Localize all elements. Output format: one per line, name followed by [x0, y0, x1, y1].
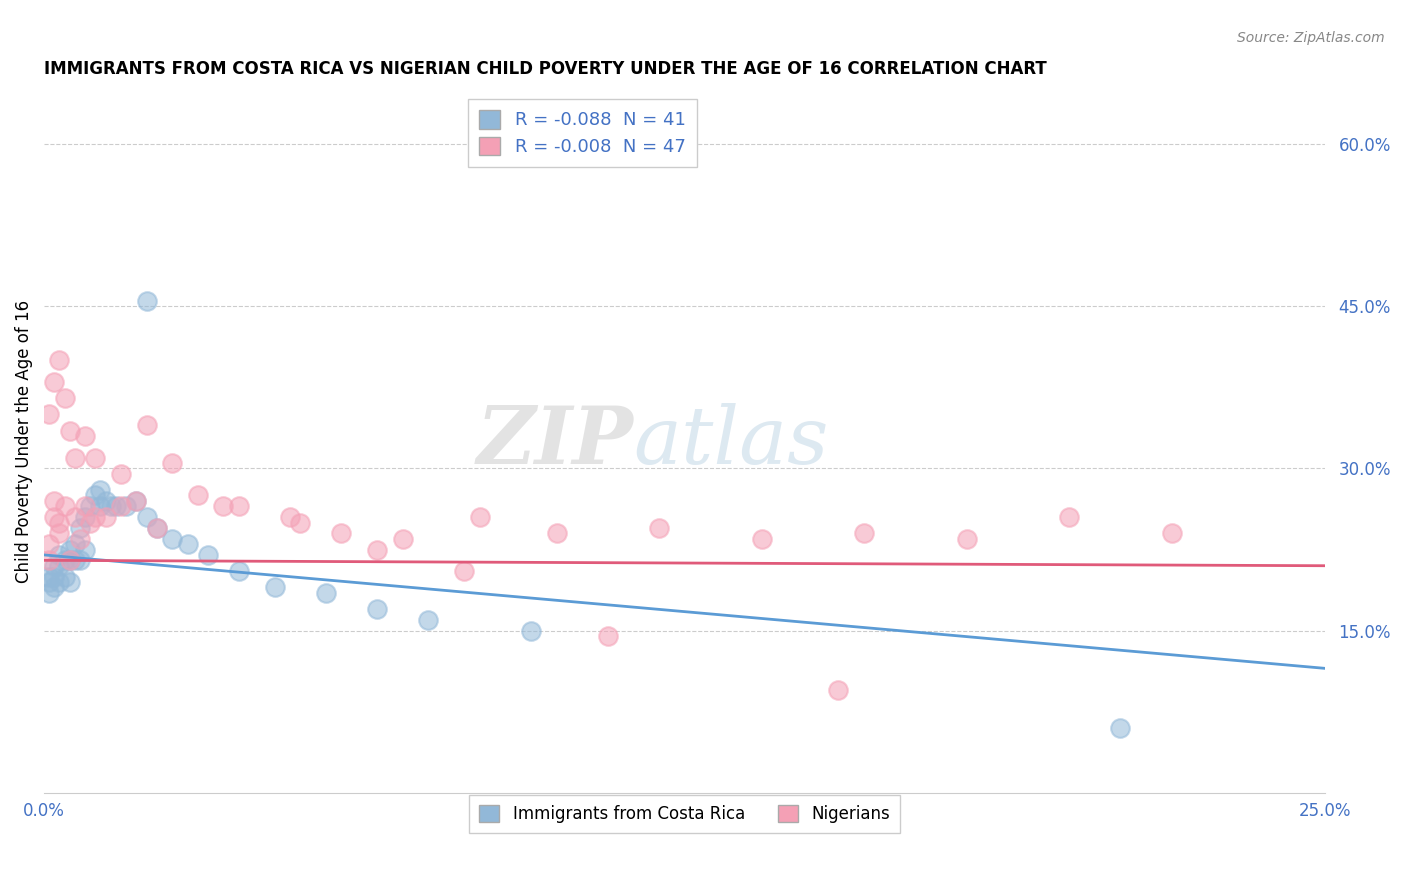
- Immigrants from Costa Rica: [197, 548, 219, 562]
- Immigrants from Costa Rica: [44, 558, 66, 573]
- Nigerians: [63, 450, 86, 465]
- Immigrants from Costa Rica: [59, 542, 82, 557]
- Immigrants from Costa Rica: [135, 293, 157, 308]
- Nigerians: [110, 500, 132, 514]
- Nigerians: [1160, 526, 1182, 541]
- Immigrants from Costa Rica: [59, 553, 82, 567]
- Immigrants from Costa Rica: [104, 500, 127, 514]
- Immigrants from Costa Rica: [69, 521, 91, 535]
- Immigrants from Costa Rica: [89, 500, 111, 514]
- Immigrants from Costa Rica: [63, 537, 86, 551]
- Nigerians: [63, 510, 86, 524]
- Nigerians: [48, 353, 70, 368]
- Nigerians: [392, 532, 415, 546]
- Immigrants from Costa Rica: [48, 574, 70, 589]
- Nigerians: [330, 526, 353, 541]
- Nigerians: [53, 391, 76, 405]
- Nigerians: [59, 553, 82, 567]
- Text: Source: ZipAtlas.com: Source: ZipAtlas.com: [1237, 31, 1385, 45]
- Nigerians: [366, 542, 388, 557]
- Immigrants from Costa Rica: [89, 483, 111, 497]
- Immigrants from Costa Rica: [75, 510, 97, 524]
- Immigrants from Costa Rica: [263, 580, 285, 594]
- Immigrants from Costa Rica: [520, 624, 543, 638]
- Immigrants from Costa Rica: [94, 494, 117, 508]
- Nigerians: [94, 510, 117, 524]
- Nigerians: [146, 521, 169, 535]
- Immigrants from Costa Rica: [59, 574, 82, 589]
- Nigerians: [1057, 510, 1080, 524]
- Nigerians: [453, 564, 475, 578]
- Immigrants from Costa Rica: [176, 537, 198, 551]
- Immigrants from Costa Rica: [44, 569, 66, 583]
- Immigrants from Costa Rica: [44, 580, 66, 594]
- Nigerians: [160, 456, 183, 470]
- Nigerians: [79, 516, 101, 530]
- Immigrants from Costa Rica: [79, 500, 101, 514]
- Nigerians: [44, 375, 66, 389]
- Immigrants from Costa Rica: [75, 542, 97, 557]
- Nigerians: [38, 553, 60, 567]
- Nigerians: [955, 532, 977, 546]
- Immigrants from Costa Rica: [366, 602, 388, 616]
- Nigerians: [228, 500, 250, 514]
- Immigrants from Costa Rica: [315, 586, 337, 600]
- Nigerians: [290, 516, 312, 530]
- Legend: Immigrants from Costa Rica, Nigerians: Immigrants from Costa Rica, Nigerians: [470, 796, 900, 833]
- Immigrants from Costa Rica: [38, 574, 60, 589]
- Text: ZIP: ZIP: [477, 402, 634, 480]
- Nigerians: [53, 500, 76, 514]
- Nigerians: [853, 526, 876, 541]
- Y-axis label: Child Poverty Under the Age of 16: Child Poverty Under the Age of 16: [15, 300, 32, 583]
- Nigerians: [44, 494, 66, 508]
- Nigerians: [38, 408, 60, 422]
- Nigerians: [468, 510, 491, 524]
- Nigerians: [596, 629, 619, 643]
- Nigerians: [44, 510, 66, 524]
- Nigerians: [110, 467, 132, 481]
- Immigrants from Costa Rica: [418, 613, 440, 627]
- Nigerians: [75, 429, 97, 443]
- Immigrants from Costa Rica: [84, 488, 107, 502]
- Nigerians: [546, 526, 568, 541]
- Nigerians: [187, 488, 209, 502]
- Nigerians: [38, 537, 60, 551]
- Immigrants from Costa Rica: [115, 500, 138, 514]
- Immigrants from Costa Rica: [69, 553, 91, 567]
- Immigrants from Costa Rica: [228, 564, 250, 578]
- Nigerians: [135, 418, 157, 433]
- Immigrants from Costa Rica: [53, 569, 76, 583]
- Immigrants from Costa Rica: [38, 586, 60, 600]
- Immigrants from Costa Rica: [100, 500, 122, 514]
- Immigrants from Costa Rica: [1109, 721, 1132, 735]
- Nigerians: [648, 521, 671, 535]
- Nigerians: [84, 450, 107, 465]
- Nigerians: [48, 516, 70, 530]
- Text: IMMIGRANTS FROM COSTA RICA VS NIGERIAN CHILD POVERTY UNDER THE AGE OF 16 CORRELA: IMMIGRANTS FROM COSTA RICA VS NIGERIAN C…: [44, 60, 1047, 78]
- Immigrants from Costa Rica: [125, 494, 148, 508]
- Immigrants from Costa Rica: [146, 521, 169, 535]
- Nigerians: [48, 526, 70, 541]
- Text: atlas: atlas: [634, 402, 828, 480]
- Nigerians: [84, 510, 107, 524]
- Nigerians: [278, 510, 301, 524]
- Nigerians: [75, 500, 97, 514]
- Immigrants from Costa Rica: [53, 553, 76, 567]
- Nigerians: [212, 500, 235, 514]
- Nigerians: [69, 532, 91, 546]
- Immigrants from Costa Rica: [38, 569, 60, 583]
- Immigrants from Costa Rica: [160, 532, 183, 546]
- Nigerians: [827, 683, 849, 698]
- Immigrants from Costa Rica: [135, 510, 157, 524]
- Nigerians: [125, 494, 148, 508]
- Immigrants from Costa Rica: [63, 553, 86, 567]
- Immigrants from Costa Rica: [48, 558, 70, 573]
- Nigerians: [751, 532, 773, 546]
- Immigrants from Costa Rica: [48, 548, 70, 562]
- Nigerians: [59, 424, 82, 438]
